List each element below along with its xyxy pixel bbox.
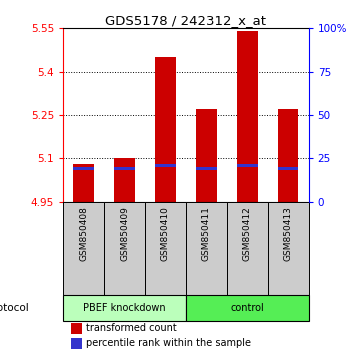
Bar	[237, 31, 257, 202]
Bar	[70, 338, 82, 349]
Bar	[145, 202, 186, 295]
Bar	[114, 159, 135, 202]
Bar	[63, 202, 104, 295]
Bar	[155, 57, 176, 202]
Text: GSM850412: GSM850412	[243, 206, 252, 261]
Text: protocol: protocol	[0, 303, 29, 313]
Text: transformed count: transformed count	[87, 324, 177, 333]
Bar	[196, 167, 217, 170]
Text: GSM850408: GSM850408	[79, 206, 88, 261]
Text: GSM850410: GSM850410	[161, 206, 170, 261]
Bar	[186, 202, 227, 295]
Text: GSM850411: GSM850411	[202, 206, 211, 261]
Bar	[73, 164, 94, 202]
Bar	[155, 164, 176, 167]
Bar	[63, 295, 186, 321]
Text: PBEF knockdown: PBEF knockdown	[83, 303, 166, 313]
Text: GSM850413: GSM850413	[284, 206, 293, 261]
Bar	[227, 202, 268, 295]
Bar	[70, 323, 82, 334]
Bar	[278, 167, 299, 170]
Bar	[73, 167, 94, 170]
Bar	[268, 202, 309, 295]
Bar	[186, 295, 309, 321]
Bar	[278, 109, 299, 202]
Bar	[237, 164, 257, 167]
Bar	[114, 167, 135, 170]
Text: control: control	[230, 303, 264, 313]
Text: percentile rank within the sample: percentile rank within the sample	[87, 338, 252, 348]
Text: GSM850409: GSM850409	[120, 206, 129, 261]
Title: GDS5178 / 242312_x_at: GDS5178 / 242312_x_at	[105, 14, 266, 27]
Bar	[104, 202, 145, 295]
Bar	[196, 109, 217, 202]
